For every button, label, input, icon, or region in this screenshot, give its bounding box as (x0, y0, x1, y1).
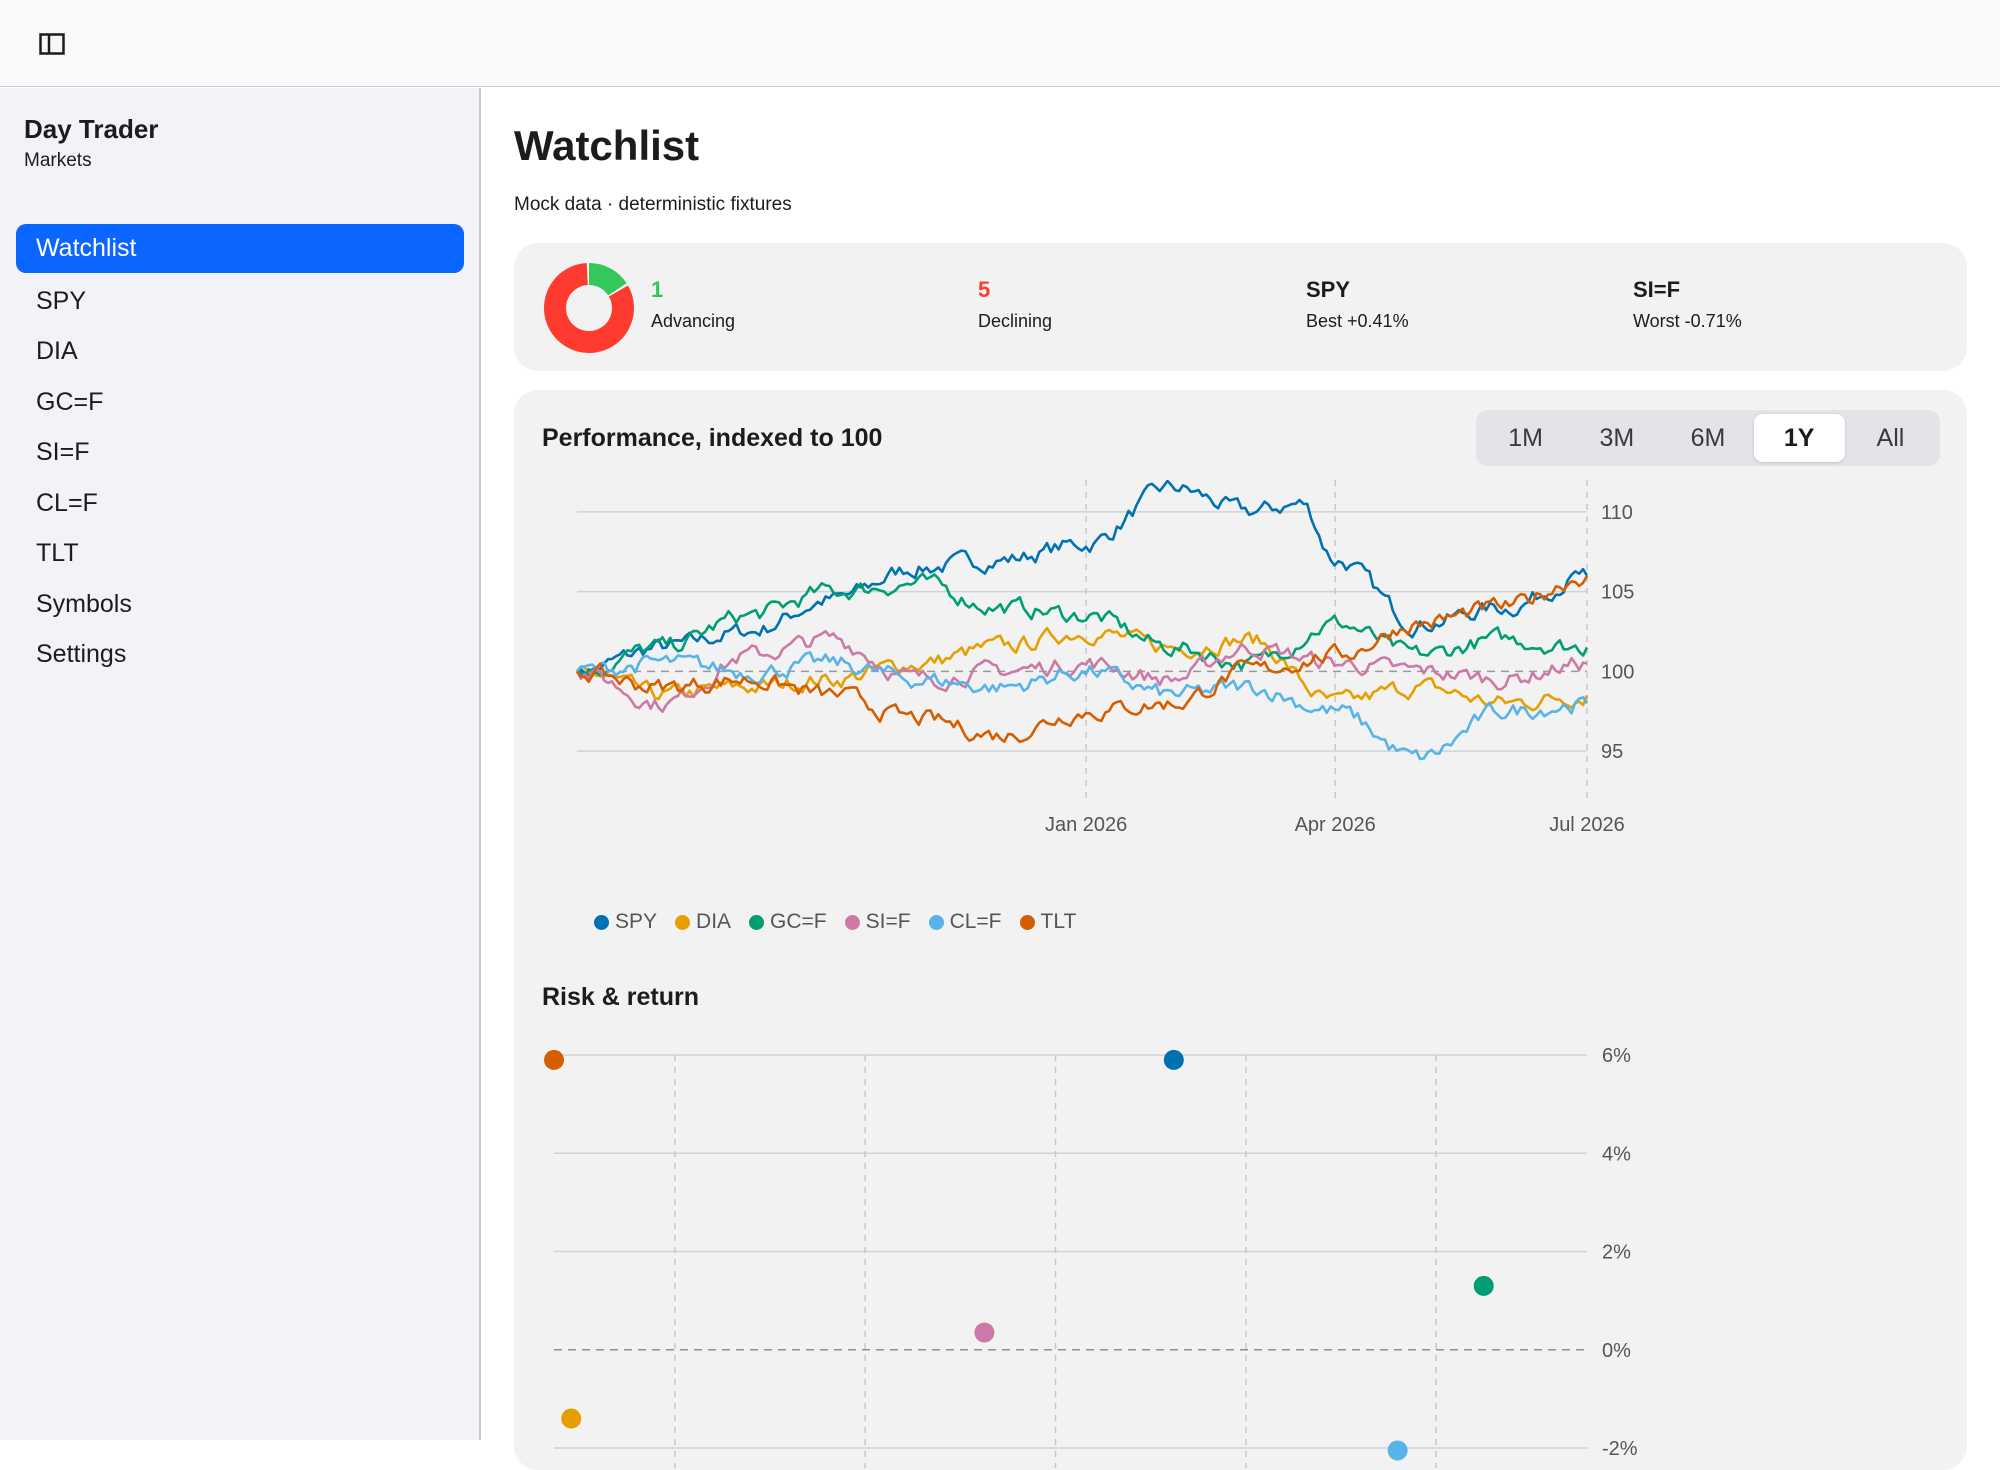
sidebar-item-spy[interactable]: SPY (16, 276, 464, 326)
y-tick-label: 95 (1601, 741, 1623, 763)
x-tick-label: Jul 2026 (1549, 814, 1625, 836)
series-line-cl-f (575, 651, 1589, 761)
sidebar-item-si-f[interactable]: SI=F (16, 428, 464, 478)
x-tick-label: Jan 2026 (1045, 814, 1127, 836)
risk-return-chart: 6% 4% 2% 0% -2% (544, 1045, 1638, 1468)
series-line-tlt (575, 575, 1589, 744)
app-title: Day Trader (24, 114, 159, 144)
legend-item-si-f[interactable]: SI=F (844, 910, 911, 934)
best-stat: SPY Best +0.41% (1306, 277, 1409, 332)
legend-item-gc-f[interactable]: GC=F (749, 910, 827, 934)
advancing-label: Advancing (651, 311, 736, 331)
range-1m-button[interactable]: 1M (1508, 423, 1543, 452)
sidebar-item-label: SPY (36, 286, 87, 315)
breadth-donut-chart (544, 263, 634, 353)
worst-label: Worst -0.71% (1633, 311, 1742, 331)
series-line-si-f (575, 629, 1588, 713)
scatter-point-dia[interactable] (561, 1408, 582, 1429)
scatter-point-spy[interactable] (1163, 1049, 1184, 1070)
sidebar-nav: Watchlist SPY DIA GC=F SI=F CL=F TLT Symbols Set… (16, 224, 464, 680)
range-6m-button[interactable]: 6M (1690, 423, 1726, 452)
range-all-button[interactable]: All (1876, 423, 1905, 452)
sidebar-item-symbols[interactable]: Symbols (16, 579, 464, 629)
y-tick-label: 105 (1601, 582, 1634, 604)
legend-item-dia[interactable]: DIA (675, 910, 731, 934)
y-tick-label: 6% (1602, 1045, 1631, 1067)
legend-swatch (844, 914, 860, 930)
legend-swatch (1019, 914, 1035, 930)
x-tick-label: Apr 2026 (1295, 814, 1376, 836)
sidebar-item-tlt[interactable]: TLT (16, 529, 464, 579)
y-tick-label: 2% (1602, 1242, 1631, 1264)
legend-item-spy[interactable]: SPY (594, 910, 657, 934)
worst-symbol: SI=F (1633, 277, 1681, 302)
declining-count: 5 (978, 277, 991, 302)
range-1y-button[interactable]: 1Y (1753, 414, 1845, 462)
summary-card: 1 Advancing 5 Declining SPY Best +0.41% … (514, 243, 1967, 371)
sidebar-item-cl-f[interactable]: CL=F (16, 478, 464, 528)
sidebar-item-label: Settings (36, 640, 127, 668)
legend-swatch (928, 914, 944, 930)
y-tick-label: 0% (1602, 1340, 1631, 1362)
y-tick-label: 100 (1601, 661, 1634, 683)
sidebar-item-dia[interactable]: DIA (16, 327, 464, 377)
legend-label: TLT (1040, 910, 1077, 933)
range-selector: 1M 3M 6M 1Y All (1476, 410, 1940, 466)
legend-label: SI=F (865, 910, 911, 933)
chart-legend: SPY DIA GC=F SI=F CL=F TLT (594, 910, 1076, 934)
sidebar-item-settings[interactable]: Settings (16, 630, 464, 680)
legend-item-cl-f[interactable]: CL=F (928, 910, 1002, 934)
chart-card: Performance, indexed to 100 1M 3M 6M 1Y All … (514, 390, 1967, 1470)
performance-chart: 95 100 105 110 Jan 2026 Apr 2026 Jul 2026 (575, 480, 1634, 836)
scatter-point-gc-f[interactable] (1473, 1275, 1494, 1296)
declining-label: Declining (978, 311, 1053, 331)
best-symbol: SPY (1306, 277, 1351, 302)
legend-item-tlt[interactable]: TLT (1019, 910, 1077, 934)
scatter-point-cl-f[interactable] (1387, 1440, 1408, 1461)
main-content: Watchlist Mock data · deterministic fixt… (483, 88, 2000, 1470)
legend-label: CL=F (949, 910, 1002, 933)
sidebar-item-label: GC=F (36, 387, 104, 416)
page-title: Watchlist (514, 122, 700, 169)
sidebar-item-gc-f[interactable]: GC=F (16, 377, 464, 427)
legend-label: SPY (615, 910, 658, 933)
advancing-stat: 1 Advancing (651, 277, 735, 332)
y-tick-label: 110 (1601, 502, 1633, 524)
page-subtitle: Mock data · deterministic fixtures (514, 194, 792, 215)
donut-declining-slice (544, 263, 634, 353)
advancing-count: 1 (651, 277, 664, 302)
best-label: Best +0.41% (1306, 311, 1409, 331)
scatter-point-si-f[interactable] (974, 1322, 995, 1343)
y-tick-label: -2% (1602, 1438, 1638, 1460)
series-line-spy (576, 480, 1589, 677)
range-3m-button[interactable]: 3M (1599, 423, 1635, 452)
sidebar-item-watchlist[interactable]: Watchlist (16, 224, 464, 273)
sidebar-item-label: SI=F (36, 438, 90, 466)
scatter-point-tlt[interactable] (544, 1049, 564, 1070)
y-tick-label: 4% (1602, 1143, 1631, 1165)
risk-chart-title: Risk & return (542, 983, 699, 1011)
sidebar-item-label: CL=F (36, 488, 98, 517)
legend-label: DIA (696, 910, 732, 933)
declining-stat: 5 Declining (978, 277, 1052, 332)
sidebar-item-label: Watchlist (36, 234, 137, 262)
series-line-dia (575, 626, 1589, 712)
donut-advancing-slice (544, 263, 634, 353)
legend-swatch (675, 914, 691, 930)
series-line-gc-f (576, 572, 1589, 679)
sidebar-toggle-icon (39, 33, 65, 55)
sidebar: Day Trader Markets Watchlist SPY DIA GC=F SI… (0, 88, 481, 1440)
sidebar-item-label: DIA (36, 337, 78, 365)
legend-swatch (749, 914, 765, 930)
top-bar (0, 0, 2000, 87)
legend-label: GC=F (770, 910, 827, 933)
legend-swatch (594, 914, 609, 930)
sidebar-item-label: TLT (36, 539, 79, 567)
sidebar-item-label: Symbols (36, 589, 132, 618)
app-subtitle: Markets (24, 150, 92, 171)
sidebar-toggle-button[interactable] (34, 28, 70, 60)
performance-chart-title: Performance, indexed to 100 (542, 424, 883, 452)
worst-stat: SI=F Worst -0.71% (1633, 277, 1742, 332)
